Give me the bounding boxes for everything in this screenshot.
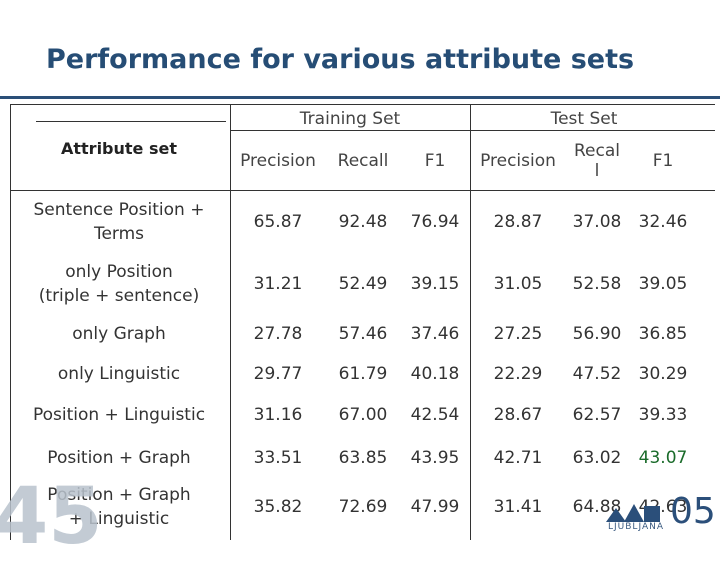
table-cell: 28.67 xyxy=(493,405,543,425)
table-cell: 64.88 xyxy=(572,497,622,517)
table-cell: 33.51 xyxy=(253,448,303,468)
table-cell: 52.49 xyxy=(338,274,388,294)
table-cell: 47.52 xyxy=(572,364,622,384)
col-train-precision: Precision xyxy=(240,151,316,171)
slide-title: Performance for various attribute sets xyxy=(46,44,635,75)
group-divider xyxy=(470,104,471,540)
table-row: Position + Linguistic 31.16 67.00 42.54 28.6… xyxy=(8,394,698,436)
label-divider xyxy=(230,104,231,540)
table-cell: 28.87 xyxy=(493,212,543,232)
table-cell: 32.46 xyxy=(638,212,688,232)
table-cell: 61.79 xyxy=(338,364,388,384)
logo-year: 05 xyxy=(670,491,716,532)
table-cell: 27.78 xyxy=(253,324,303,344)
logo-city: LJUBLJANA xyxy=(608,522,664,532)
table-cell: 27.25 xyxy=(493,324,543,344)
table-cell: 67.00 xyxy=(338,405,388,425)
page-number: 45 xyxy=(0,472,103,562)
table-cell: 63.02 xyxy=(572,448,622,468)
table-cell: 62.57 xyxy=(572,405,622,425)
col-test-recall: Recal l xyxy=(574,141,620,181)
table-cell: 30.29 xyxy=(638,364,688,384)
table-cell: 52.58 xyxy=(572,274,622,294)
corner-header-underline xyxy=(36,121,226,122)
row-label: Position + Graph xyxy=(47,448,191,468)
header-bottom-border xyxy=(10,190,715,191)
performance-table: Attribute set Training Set Test Set Prec… xyxy=(8,106,698,534)
table-cell: 39.05 xyxy=(638,274,688,294)
table-cell: 22.29 xyxy=(493,364,543,384)
table-cell: 43.07 xyxy=(638,448,688,468)
row-label: only Position (triple + sentence) xyxy=(38,262,200,306)
table-cell: 43.95 xyxy=(410,448,460,468)
row-label: only Graph xyxy=(72,324,166,344)
test-set-header: Test Set xyxy=(550,109,618,129)
table-row: Position + Graph + Linguistic 35.82 72.69 47… xyxy=(8,480,698,534)
table-cell: 39.15 xyxy=(410,274,460,294)
col-test-f1: F1 xyxy=(652,151,674,171)
table-cell: 42.54 xyxy=(410,405,460,425)
training-set-underline xyxy=(230,130,470,131)
table-left-border xyxy=(10,104,11,540)
table-cell: 31.41 xyxy=(493,497,543,517)
row-label: Sentence Position + Terms xyxy=(33,200,205,244)
table-cell: 57.46 xyxy=(338,324,388,344)
col-train-recall: Recall xyxy=(337,151,389,171)
row-label: Position + Graph + Linguistic xyxy=(47,485,191,529)
table-cell: 31.21 xyxy=(253,274,303,294)
col-test-precision: Precision xyxy=(480,151,556,171)
table-cell: 65.87 xyxy=(253,212,303,232)
attribute-set-header: Attribute set xyxy=(61,138,177,158)
training-set-header: Training Set xyxy=(299,109,401,129)
table-row: Sentence Position + Terms 65.87 92.48 76.94 2… xyxy=(8,190,698,254)
table-row: Position + Graph 33.51 63.85 43.95 42.71 63.0… xyxy=(8,436,698,480)
table-cell: 63.85 xyxy=(338,448,388,468)
table-cell: 37.46 xyxy=(410,324,460,344)
table-cell: 36.85 xyxy=(638,324,688,344)
title-rule xyxy=(0,96,720,99)
table-cell: 39.33 xyxy=(638,405,688,425)
table-top-border xyxy=(10,104,715,105)
table-cell: 56.90 xyxy=(572,324,622,344)
table-cell: 31.16 xyxy=(253,405,303,425)
table-cell: 76.94 xyxy=(410,212,460,232)
test-set-underline xyxy=(470,130,715,131)
table-cell: 47.99 xyxy=(410,497,460,517)
table-cell: 35.82 xyxy=(253,497,303,517)
table-row: only Linguistic 29.77 61.79 40.18 22.29 47.52… xyxy=(8,354,698,394)
table-cell: 37.08 xyxy=(572,212,622,232)
table-row: only Graph 27.78 57.46 37.46 27.25 56.90 36.85 xyxy=(8,314,698,354)
table-cell: 29.77 xyxy=(253,364,303,384)
table-cell: 92.48 xyxy=(338,212,388,232)
table-cell: 31.05 xyxy=(493,274,543,294)
row-label: Position + Linguistic xyxy=(32,405,206,425)
table-cell: 40.18 xyxy=(410,364,460,384)
col-train-f1: F1 xyxy=(424,151,446,171)
row-label: only Linguistic xyxy=(57,364,181,384)
conference-logo xyxy=(606,504,660,522)
table-cell: 72.69 xyxy=(338,497,388,517)
table-row: only Position (triple + sentence) 31.21 52.… xyxy=(8,254,698,314)
table-cell: 42.71 xyxy=(493,448,543,468)
